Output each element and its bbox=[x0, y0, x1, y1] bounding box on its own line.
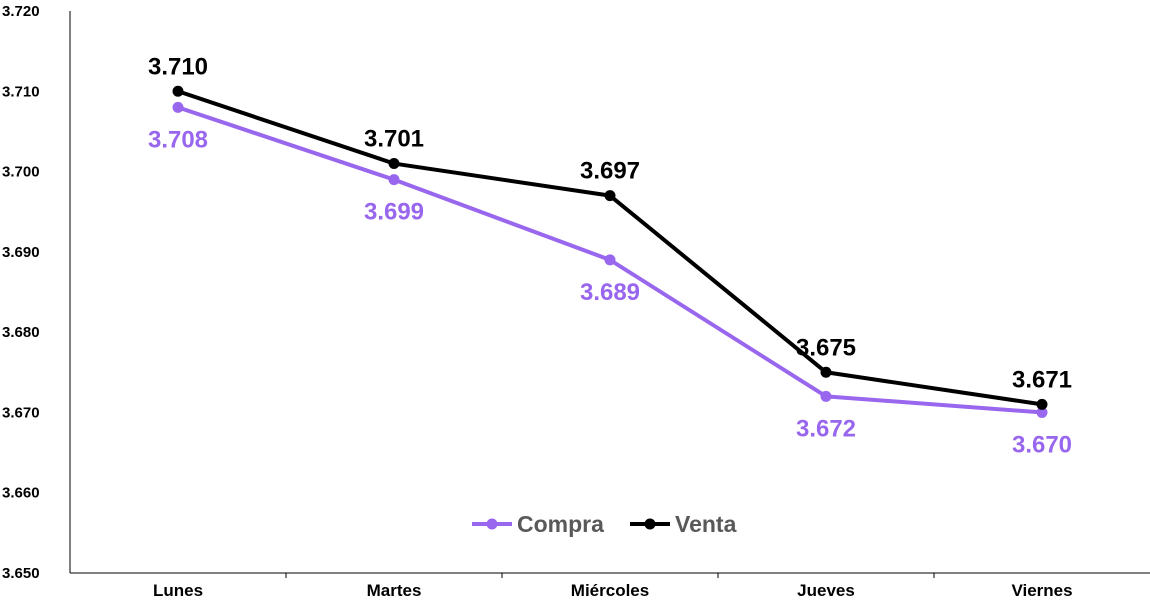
data-label-venta: 3.701 bbox=[364, 126, 424, 153]
legend-item-compra: Compra bbox=[472, 511, 604, 537]
legend-item-venta: Venta bbox=[630, 511, 737, 537]
data-point-venta bbox=[604, 190, 616, 202]
data-label-venta: 3.697 bbox=[580, 158, 640, 185]
data-label-compra: 3.689 bbox=[580, 279, 640, 306]
data-label-compra: 3.708 bbox=[148, 126, 208, 153]
data-point-venta bbox=[172, 85, 184, 97]
y-tick-label: 3.680 bbox=[2, 324, 40, 341]
axes: 3.650 3.660 3.670 3.680 3.690 3.700 3.710 3.720… bbox=[2, 3, 1150, 600]
data-label-compra: 3.670 bbox=[1012, 431, 1072, 458]
y-tick-label: 3.700 bbox=[2, 164, 40, 181]
data-point-venta bbox=[820, 366, 832, 378]
y-tick-label: 3.670 bbox=[2, 404, 40, 421]
data-point-compra bbox=[172, 101, 184, 113]
x-tick-label: Viernes bbox=[1011, 581, 1072, 600]
x-tick-label: Lunes bbox=[153, 581, 203, 600]
data-label-venta: 3.671 bbox=[1012, 366, 1072, 393]
y-tick-label: 3.720 bbox=[2, 3, 40, 20]
data-label-venta: 3.710 bbox=[148, 53, 208, 80]
data-point-venta bbox=[388, 158, 400, 170]
data-point-compra bbox=[604, 254, 616, 266]
x-tick-label: Miércoles bbox=[571, 581, 649, 600]
y-tick-label: 3.650 bbox=[2, 565, 40, 582]
x-tick-label: Jueves bbox=[797, 581, 855, 600]
series-line-venta bbox=[177, 89, 1043, 407]
legend-label: Compra bbox=[517, 511, 604, 537]
data-point-compra bbox=[388, 174, 400, 186]
legend-marker bbox=[644, 518, 656, 530]
y-tick-label: 3.710 bbox=[2, 83, 40, 100]
legend-label: Venta bbox=[675, 511, 737, 537]
series-layer bbox=[172, 85, 1048, 418]
legend-marker bbox=[486, 518, 498, 530]
data-point-compra bbox=[820, 390, 832, 402]
data-labels: 3.708 3.699 3.689 3.672 3.670 3.710 3.701 3.697… bbox=[148, 53, 1072, 458]
data-label-compra: 3.699 bbox=[364, 199, 424, 226]
y-tick-label: 3.690 bbox=[2, 244, 40, 261]
data-label-compra: 3.672 bbox=[796, 415, 856, 442]
x-tick-label: Martes bbox=[367, 581, 422, 600]
data-label-venta: 3.675 bbox=[796, 334, 856, 361]
legend: Compra Venta bbox=[472, 511, 737, 537]
y-tick-label: 3.660 bbox=[2, 485, 40, 502]
data-point-venta bbox=[1036, 398, 1048, 410]
data-point-compra bbox=[1036, 406, 1048, 418]
